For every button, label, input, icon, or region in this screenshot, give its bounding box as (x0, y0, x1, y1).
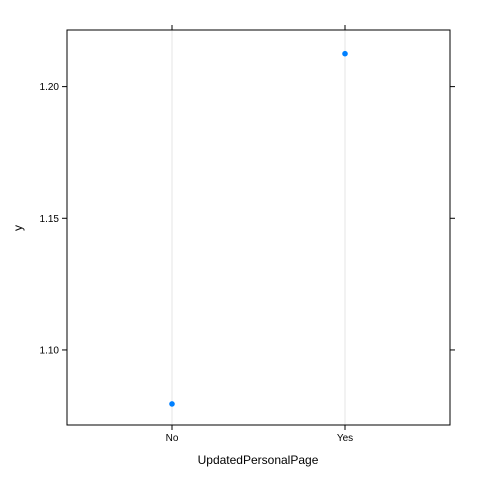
y-axis-title: y (11, 225, 25, 231)
x-tick-label: No (166, 433, 179, 444)
y-tick-label: 1.20 (40, 82, 60, 93)
data-point (342, 50, 348, 57)
data-point (169, 401, 175, 407)
data-points (169, 50, 348, 407)
plot-frame (66, 29, 451, 426)
axis-ticks: No Yes 1.10 1.15 1.20 (40, 25, 455, 444)
y-tick-label: 1.15 (40, 214, 60, 225)
x-axis-title: UpdatedPersonalPage (198, 453, 319, 467)
x-tick-label: Yes (337, 433, 353, 444)
gridlines (171, 30, 346, 425)
y-tick-label: 1.10 (40, 345, 60, 356)
